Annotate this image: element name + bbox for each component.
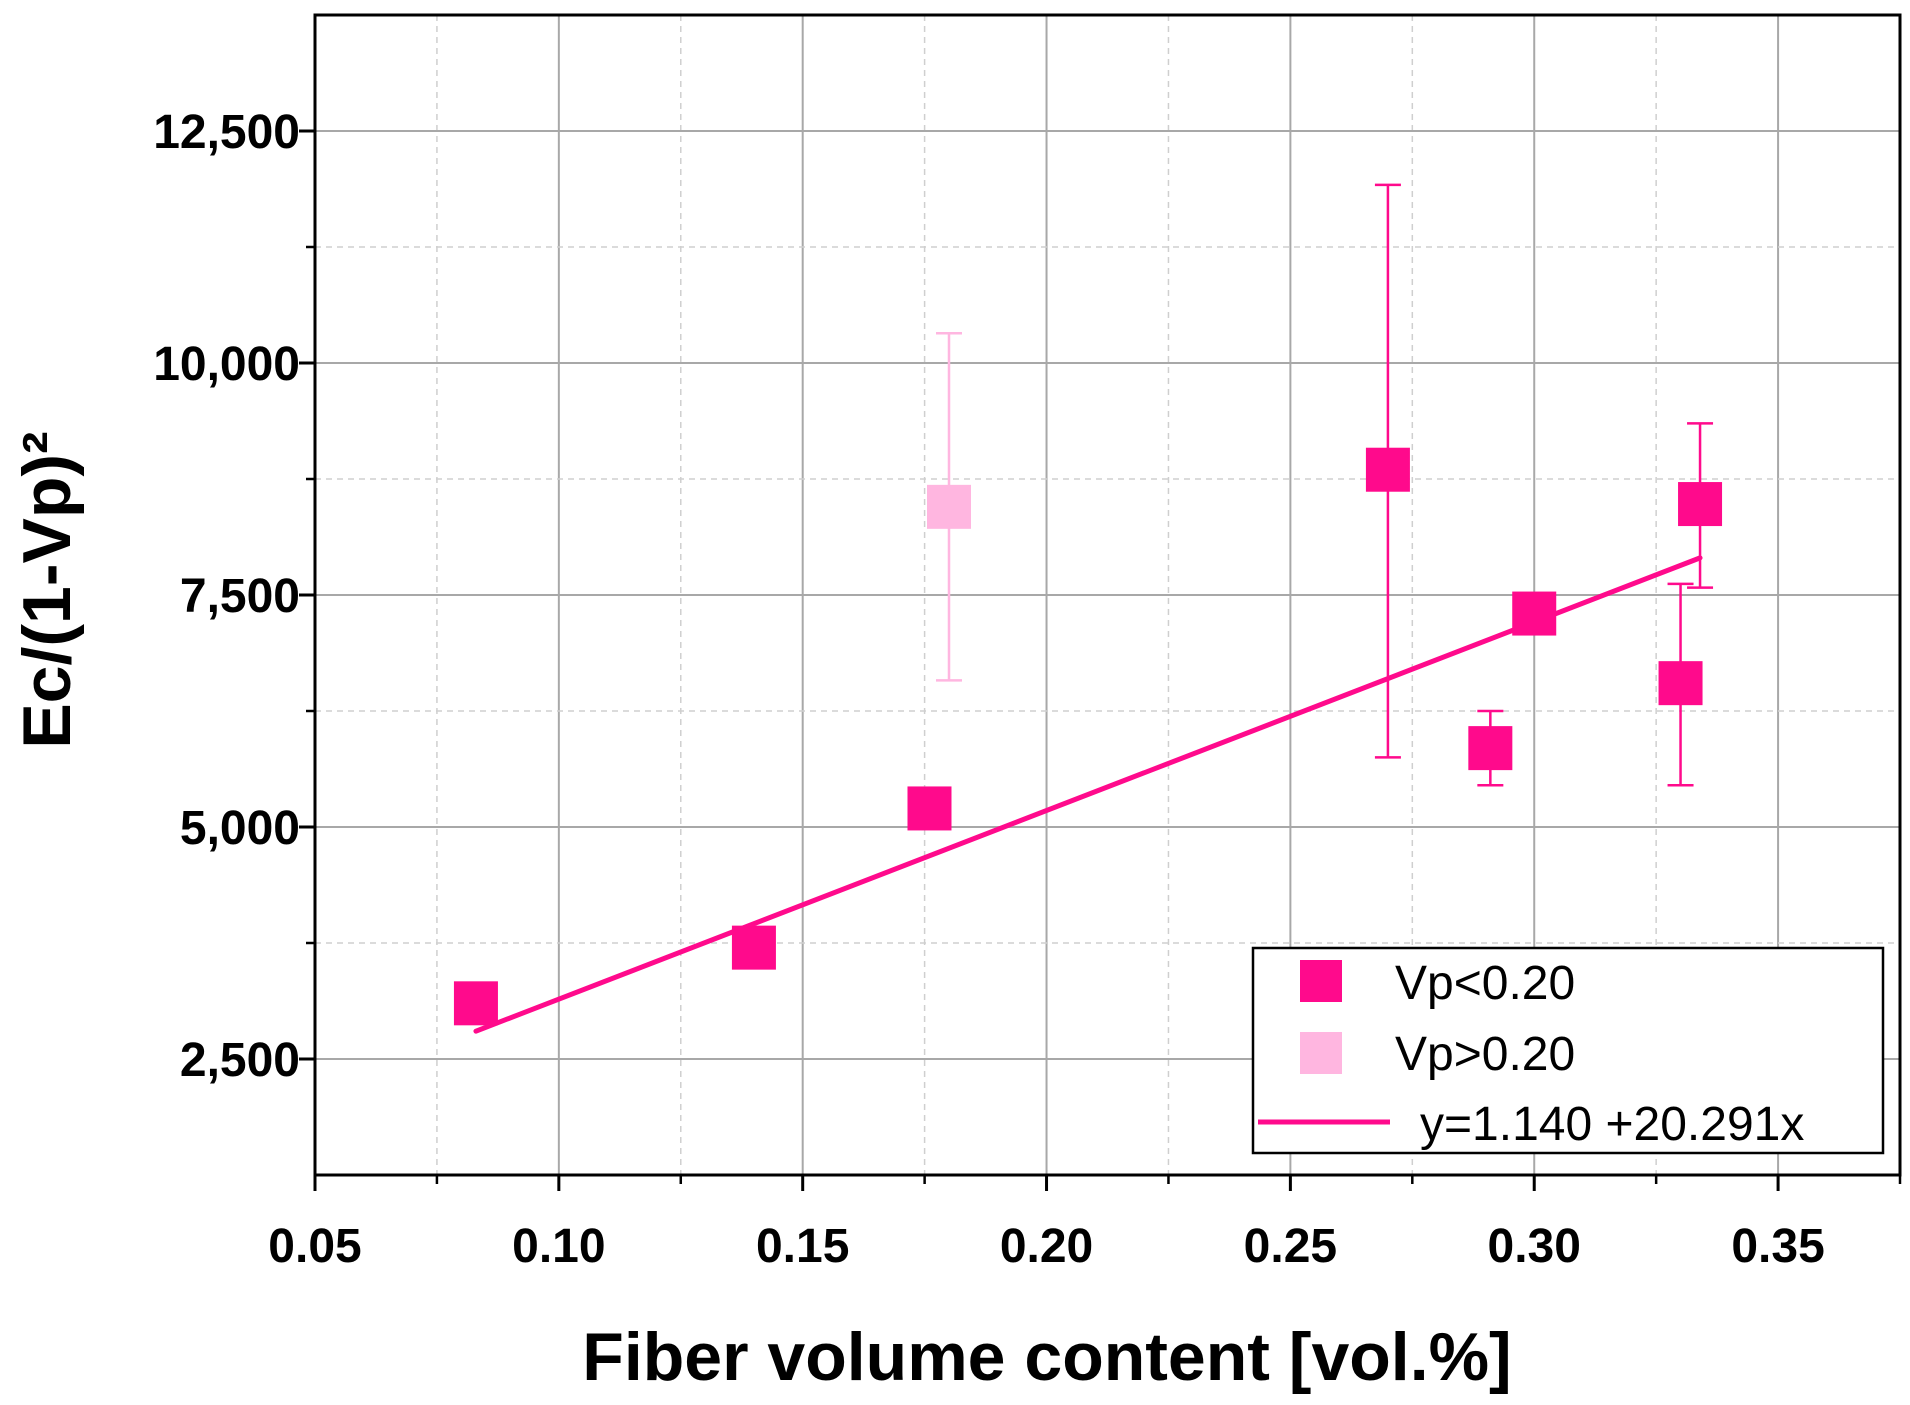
error-bars <box>936 183 1714 787</box>
x-tick-label: 0.20 <box>1000 1220 1093 1273</box>
axis-ticks <box>299 129 1902 1191</box>
data-point-vp-lt <box>907 786 952 831</box>
data-point-vp-lt <box>1678 482 1723 527</box>
x-tick-label: 0.10 <box>512 1220 605 1273</box>
legend-label-fit: y=1.140 +20.291x <box>1420 1098 1804 1151</box>
data-point-vp-lt <box>1658 661 1703 706</box>
y-axis-title: Ec/(1-Vp)² <box>9 431 85 748</box>
data-point-vp-lt <box>731 925 776 970</box>
fit-line <box>473 555 1703 1034</box>
legend-label-vp-gt: Vp>0.20 <box>1395 1028 1575 1081</box>
legend-marker-vp-lt <box>1300 960 1342 1002</box>
legend-label-vp-lt: Vp<0.20 <box>1395 957 1575 1010</box>
x-tick-label: 0.30 <box>1488 1220 1581 1273</box>
x-tick-label: 0.25 <box>1244 1220 1337 1273</box>
data-point-vp-gt <box>927 484 971 529</box>
x-tick-label: 0.05 <box>268 1220 361 1273</box>
x-tick-label: 0.35 <box>1731 1220 1824 1273</box>
y-tick-label: 2,500 <box>180 1034 300 1087</box>
y-tick-label: 5,000 <box>180 802 300 855</box>
data-points <box>453 447 1723 1026</box>
data-point-vp-lt <box>1512 591 1557 636</box>
y-tick-label: 10,000 <box>153 338 300 391</box>
y-tick-label: 7,500 <box>180 570 300 623</box>
plot-frame <box>313 13 1902 1177</box>
data-point-vp-lt <box>1365 447 1410 492</box>
y-tick-label: 12,500 <box>153 106 300 159</box>
x-axis-title: Fiber volume content [vol.%] <box>582 1319 1511 1395</box>
legend-marker-vp-gt <box>1300 1032 1342 1074</box>
x-tick-label: 0.15 <box>756 1220 849 1273</box>
fit-line-group <box>473 555 1703 1034</box>
data-point-vp-lt <box>1468 726 1513 771</box>
tick-labels: 0.05 0.10 0.15 0.20 0.25 0.30 0.35 2,500 5,000 7,… <box>153 106 1825 1273</box>
legend-box <box>1251 946 1885 1155</box>
legend: Vp<0.20 Vp>0.20 y=1.140 +20.291x <box>1251 946 1885 1155</box>
data-point-vp-lt <box>453 981 498 1026</box>
